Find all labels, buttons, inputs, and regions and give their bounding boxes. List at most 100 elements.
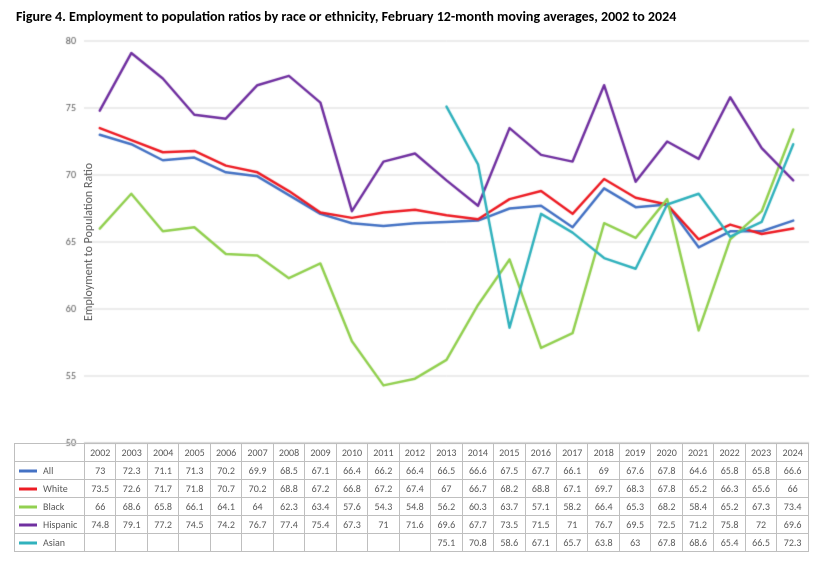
data-cell: 69.9	[242, 462, 273, 480]
data-cell: 70.8	[462, 534, 493, 552]
data-cell: 65.4	[714, 534, 745, 552]
data-cell: 64.1	[210, 498, 241, 516]
data-cell	[399, 534, 430, 552]
year-header: 2002	[84, 444, 115, 462]
data-cell: 69.6	[777, 516, 809, 534]
series-label: Black	[15, 498, 85, 516]
data-cell: 65.8	[714, 462, 745, 480]
data-cell: 71.2	[682, 516, 713, 534]
table-row: Black6668.665.866.164.16462.363.457.654.…	[15, 498, 809, 516]
table-corner	[15, 444, 85, 462]
data-cell: 66.8	[336, 480, 367, 498]
legend-swatch	[19, 541, 37, 544]
data-cell: 58.4	[682, 498, 713, 516]
data-cell: 64	[242, 498, 273, 516]
data-cell: 67.8	[651, 480, 682, 498]
data-cell: 57.6	[336, 498, 367, 516]
year-header: 2019	[619, 444, 650, 462]
data-cell: 70.7	[210, 480, 241, 498]
data-cell: 56.2	[431, 498, 462, 516]
data-cell: 71.5	[525, 516, 556, 534]
series-name: Black	[43, 500, 64, 513]
data-cell: 66.7	[462, 480, 493, 498]
year-header: 2017	[557, 444, 588, 462]
data-cell: 72.5	[651, 516, 682, 534]
series-label: All	[15, 462, 85, 480]
data-cell: 73.5	[84, 480, 115, 498]
data-cell: 72	[745, 516, 776, 534]
table-header-row: 2002200320042005200620072008200920102011…	[15, 444, 809, 462]
data-cell	[179, 534, 210, 552]
legend-swatch	[19, 487, 37, 490]
data-cell: 79.1	[116, 516, 147, 534]
data-cell: 58.6	[494, 534, 525, 552]
data-cell	[273, 534, 304, 552]
data-cell: 68.8	[525, 480, 556, 498]
data-cell	[305, 534, 336, 552]
data-cell: 67.2	[305, 480, 336, 498]
data-cell: 77.4	[273, 516, 304, 534]
data-cell: 72.3	[777, 534, 809, 552]
data-cell: 63.4	[305, 498, 336, 516]
data-cell: 66.4	[399, 462, 430, 480]
data-cell: 75.8	[714, 516, 745, 534]
data-cell: 74.5	[179, 516, 210, 534]
data-cell: 66.4	[588, 498, 619, 516]
data-cell: 66.2	[368, 462, 399, 480]
data-cell: 71.6	[399, 516, 430, 534]
series-label: Hispanic	[15, 516, 85, 534]
data-cell: 70.2	[242, 480, 273, 498]
year-header: 2022	[714, 444, 745, 462]
data-cell: 66.5	[745, 534, 776, 552]
data-cell: 77.2	[147, 516, 178, 534]
data-cell: 67.7	[525, 462, 556, 480]
data-cell: 65.8	[745, 462, 776, 480]
data-cell: 66.1	[557, 462, 588, 480]
data-cell: 65.3	[619, 498, 650, 516]
data-cell: 68.8	[273, 480, 304, 498]
year-header: 2007	[242, 444, 273, 462]
data-cell: 60.3	[462, 498, 493, 516]
year-header: 2010	[336, 444, 367, 462]
data-cell: 75.1	[431, 534, 462, 552]
data-cell: 68.2	[651, 498, 682, 516]
chart-area: Employment to Population Ratio 200220032…	[14, 31, 821, 557]
data-cell: 67.7	[462, 516, 493, 534]
table-row: White73.572.671.771.870.770.268.867.266.…	[15, 480, 809, 498]
data-cell: 73.4	[777, 498, 809, 516]
data-cell: 68.6	[116, 498, 147, 516]
data-cell: 58.2	[557, 498, 588, 516]
data-cell: 66.4	[336, 462, 367, 480]
data-cell: 54.8	[399, 498, 430, 516]
data-table: 2002200320042005200620072008200920102011…	[14, 443, 809, 552]
data-cell: 66.6	[777, 462, 809, 480]
year-header: 2009	[305, 444, 336, 462]
data-cell: 67.8	[651, 534, 682, 552]
data-cell: 72.3	[116, 462, 147, 480]
series-name: All	[43, 464, 53, 477]
data-cell: 71	[557, 516, 588, 534]
data-cell: 71.8	[179, 480, 210, 498]
legend-swatch	[19, 469, 37, 472]
data-cell: 67.1	[557, 480, 588, 498]
year-header: 2005	[179, 444, 210, 462]
series-label: Asian	[15, 534, 85, 552]
data-cell: 67.2	[368, 480, 399, 498]
data-cell: 57.1	[525, 498, 556, 516]
legend-swatch	[19, 523, 37, 526]
data-cell: 67.4	[399, 480, 430, 498]
data-cell: 65.6	[745, 480, 776, 498]
data-cell	[147, 534, 178, 552]
year-header: 2003	[116, 444, 147, 462]
data-cell: 66.3	[714, 480, 745, 498]
data-cell: 67.8	[651, 462, 682, 480]
data-cell: 68.2	[494, 480, 525, 498]
year-header: 2008	[273, 444, 304, 462]
data-cell: 67.1	[525, 534, 556, 552]
data-cell: 69	[588, 462, 619, 480]
y-axis-label: Employment to Population Ratio	[82, 163, 96, 321]
table-row: All7372.371.171.370.269.968.567.166.466.…	[15, 462, 809, 480]
data-cell: 67	[431, 480, 462, 498]
data-cell	[116, 534, 147, 552]
data-cell	[368, 534, 399, 552]
